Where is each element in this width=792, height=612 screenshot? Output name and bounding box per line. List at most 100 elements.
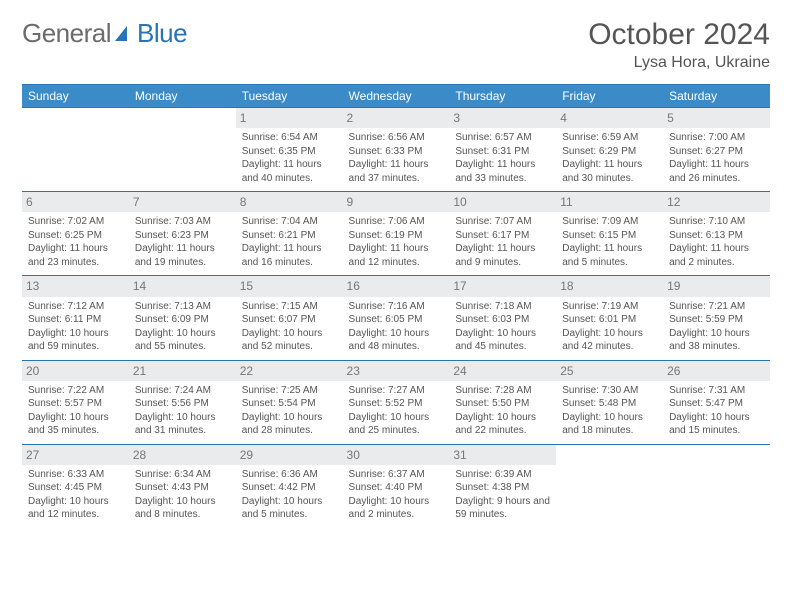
day-cell: 19 Sunrise: 7:21 AMSunset: 5:59 PMDayligh…: [663, 276, 770, 360]
day-cell: 22Sunrise: 7:25 AMSunset: 5:54 PMDayligh…: [236, 360, 343, 444]
daylight-text: Daylight: 11 hours and 12 minutes.: [349, 242, 444, 269]
sunset-text: Sunset: 6:11 PM: [28, 313, 123, 327]
day-cell: 8Sunrise: 7:04 AMSunset: 6:21 PMDaylight…: [236, 192, 343, 276]
daylight-text: Daylight: 11 hours and 33 minutes.: [455, 158, 550, 185]
day-number: 5: [663, 108, 770, 128]
day-number: 19: [663, 276, 770, 296]
day-cell: 31 Sunrise: 6:39 AMSunset: 4:38 PMDayligh…: [449, 444, 556, 528]
sunset-text: Sunset: 4:42 PM: [242, 481, 337, 495]
day-cell: 27Sunrise: 6:33 AMSunset: 4:45 PMDayligh…: [22, 444, 129, 528]
sunset-text: Sunset: 6:09 PM: [135, 313, 230, 327]
day-number: 15: [236, 276, 343, 296]
week-row: 27Sunrise: 6:33 AMSunset: 4:45 PMDayligh…: [22, 444, 770, 528]
sunrise-text: Sunrise: 6:39 AM: [455, 468, 550, 482]
sunrise-text: Sunrise: 6:57 AM: [455, 131, 550, 145]
day-number: 16: [343, 276, 450, 296]
sunrise-text: Sunrise: 6:59 AM: [562, 131, 657, 145]
day-number: 17: [449, 276, 556, 296]
daylight-text: Daylight: 11 hours and 16 minutes.: [242, 242, 337, 269]
day-number: 2: [343, 108, 450, 128]
empty-cell: [556, 444, 663, 528]
day-number: 3: [449, 108, 556, 128]
daylight-text: Daylight: 10 hours and 15 minutes.: [669, 411, 764, 438]
sunrise-text: Sunrise: 7:19 AM: [562, 300, 657, 314]
day-cell: 7Sunrise: 7:03 AMSunset: 6:23 PMDaylight…: [129, 192, 236, 276]
sunrise-text: Sunrise: 7:12 AM: [28, 300, 123, 314]
sunset-text: Sunset: 6:25 PM: [28, 229, 123, 243]
day-cell: 6Sunrise: 7:02 AMSunset: 6:25 PMDaylight…: [22, 192, 129, 276]
sunrise-text: Sunrise: 7:21 AM: [669, 300, 764, 314]
sunset-text: Sunset: 6:33 PM: [349, 145, 444, 159]
location: Lysa Hora, Ukraine: [588, 54, 770, 72]
weekday-header: Friday: [556, 85, 663, 108]
day-number: 22: [236, 361, 343, 381]
daylight-text: Daylight: 11 hours and 30 minutes.: [562, 158, 657, 185]
day-number: 28: [129, 445, 236, 465]
daylight-text: Daylight: 11 hours and 26 minutes.: [669, 158, 764, 185]
daylight-text: Daylight: 9 hours and 59 minutes.: [455, 495, 550, 522]
sunrise-text: Sunrise: 6:37 AM: [349, 468, 444, 482]
day-cell: 24Sunrise: 7:28 AMSunset: 5:50 PMDayligh…: [449, 360, 556, 444]
day-cell: 28Sunrise: 6:34 AMSunset: 4:43 PMDayligh…: [129, 444, 236, 528]
sunrise-text: Sunrise: 7:18 AM: [455, 300, 550, 314]
weekday-header: Sunday: [22, 85, 129, 108]
sunrise-text: Sunrise: 6:34 AM: [135, 468, 230, 482]
sunrise-text: Sunrise: 6:56 AM: [349, 131, 444, 145]
logo-text-1: General: [22, 18, 111, 49]
week-row: 6Sunrise: 7:02 AMSunset: 6:25 PMDaylight…: [22, 192, 770, 276]
sunrise-text: Sunrise: 7:22 AM: [28, 384, 123, 398]
daylight-text: Daylight: 10 hours and 25 minutes.: [349, 411, 444, 438]
sunset-text: Sunset: 6:27 PM: [669, 145, 764, 159]
weekday-header: Tuesday: [236, 85, 343, 108]
day-number: 18: [556, 276, 663, 296]
month-title: October 2024: [588, 18, 770, 52]
sunrise-text: Sunrise: 7:24 AM: [135, 384, 230, 398]
daylight-text: Daylight: 10 hours and 38 minutes.: [669, 327, 764, 354]
day-number: 27: [22, 445, 129, 465]
day-number: 6: [22, 192, 129, 212]
sunrise-text: Sunrise: 7:30 AM: [562, 384, 657, 398]
daylight-text: Daylight: 10 hours and 12 minutes.: [28, 495, 123, 522]
daylight-text: Daylight: 10 hours and 52 minutes.: [242, 327, 337, 354]
sunset-text: Sunset: 5:59 PM: [669, 313, 764, 327]
sunrise-text: Sunrise: 6:54 AM: [242, 131, 337, 145]
daylight-text: Daylight: 10 hours and 2 minutes.: [349, 495, 444, 522]
sunset-text: Sunset: 5:57 PM: [28, 397, 123, 411]
day-number: 9: [343, 192, 450, 212]
day-cell: 17Sunrise: 7:18 AMSunset: 6:03 PMDayligh…: [449, 276, 556, 360]
day-number: 1: [236, 108, 343, 128]
day-number: 7: [129, 192, 236, 212]
empty-cell: [129, 108, 236, 192]
day-cell: 26Sunrise: 7:31 AMSunset: 5:47 PMDayligh…: [663, 360, 770, 444]
daylight-text: Daylight: 11 hours and 9 minutes.: [455, 242, 550, 269]
day-number: 10: [449, 192, 556, 212]
sunrise-text: Sunrise: 7:03 AM: [135, 215, 230, 229]
title-block: October 2024 Lysa Hora, Ukraine: [588, 18, 770, 72]
day-cell: 1Sunrise: 6:54 AMSunset: 6:35 PMDaylight…: [236, 108, 343, 192]
day-number: 14: [129, 276, 236, 296]
sunrise-text: Sunrise: 7:27 AM: [349, 384, 444, 398]
daylight-text: Daylight: 10 hours and 35 minutes.: [28, 411, 123, 438]
day-number: 13: [22, 276, 129, 296]
day-cell: 3Sunrise: 6:57 AMSunset: 6:31 PMDaylight…: [449, 108, 556, 192]
daylight-text: Daylight: 10 hours and 42 minutes.: [562, 327, 657, 354]
calendar-table: SundayMondayTuesdayWednesdayThursdayFrid…: [22, 84, 770, 528]
daylight-text: Daylight: 10 hours and 45 minutes.: [455, 327, 550, 354]
day-cell: 29Sunrise: 6:36 AMSunset: 4:42 PMDayligh…: [236, 444, 343, 528]
daylight-text: Daylight: 10 hours and 18 minutes.: [562, 411, 657, 438]
sunrise-text: Sunrise: 7:07 AM: [455, 215, 550, 229]
sunrise-text: Sunrise: 6:33 AM: [28, 468, 123, 482]
day-cell: 23Sunrise: 7:27 AMSunset: 5:52 PMDayligh…: [343, 360, 450, 444]
weekday-header: Monday: [129, 85, 236, 108]
day-cell: 13Sunrise: 7:12 AMSunset: 6:11 PMDayligh…: [22, 276, 129, 360]
sunset-text: Sunset: 5:54 PM: [242, 397, 337, 411]
day-cell: 9Sunrise: 7:06 AMSunset: 6:19 PMDaylight…: [343, 192, 450, 276]
daylight-text: Daylight: 11 hours and 23 minutes.: [28, 242, 123, 269]
sunset-text: Sunset: 4:38 PM: [455, 481, 550, 495]
day-number: 20: [22, 361, 129, 381]
day-cell: 25Sunrise: 7:30 AMSunset: 5:48 PMDayligh…: [556, 360, 663, 444]
sunset-text: Sunset: 6:17 PM: [455, 229, 550, 243]
day-cell: 21Sunrise: 7:24 AMSunset: 5:56 PMDayligh…: [129, 360, 236, 444]
day-number: 12: [663, 192, 770, 212]
day-number: 31: [449, 445, 556, 465]
